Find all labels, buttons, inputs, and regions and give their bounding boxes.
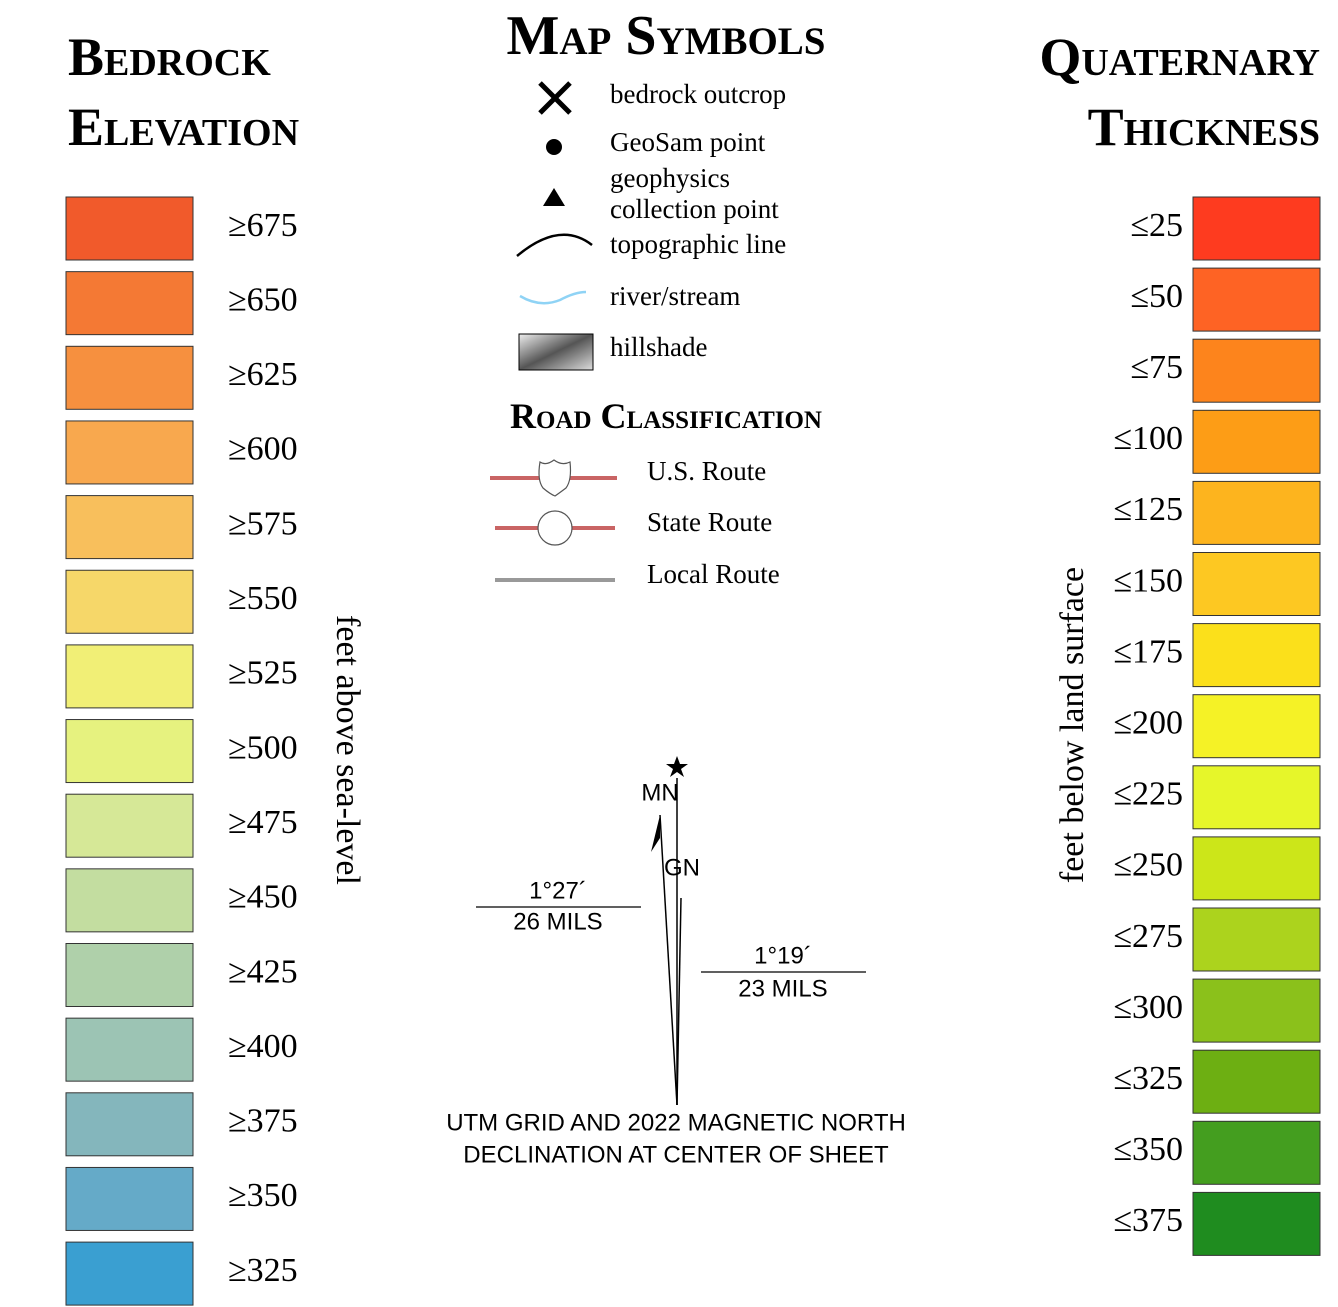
swatch-label: ≥400: [228, 1028, 298, 1065]
swatch-label: ≥350: [228, 1177, 298, 1214]
swatch-label: ≤250: [1113, 847, 1183, 884]
bedrock-unit: feet above sea-level: [329, 615, 366, 885]
symbols-title: Map Symbols: [506, 5, 825, 67]
bedrock-title: Bedrock: [68, 27, 271, 87]
swatch: [66, 944, 193, 1007]
swatch: [1193, 1121, 1320, 1184]
symbol-label: collection point: [610, 194, 779, 224]
swatch: [66, 1242, 193, 1305]
swatch-label: ≤25: [1130, 207, 1183, 244]
road-label: U.S. Route: [647, 456, 766, 486]
symbol-label: bedrock outcrop: [610, 79, 786, 109]
swatch: [1193, 339, 1320, 402]
swatch-label: ≥500: [228, 729, 298, 766]
swatch: [1193, 837, 1320, 900]
swatch-label: ≥575: [228, 505, 298, 542]
swatch: [1193, 197, 1320, 260]
swatch-label: ≤125: [1113, 491, 1183, 528]
swatch-label: ≥425: [228, 953, 298, 990]
swatch-label: ≤100: [1113, 420, 1183, 457]
angle-label: 1°19´: [754, 942, 812, 969]
swatch-label: ≥450: [228, 879, 298, 916]
swatch: [1193, 624, 1320, 687]
mils-label: 23 MILS: [738, 975, 827, 1002]
swatch-label: ≥325: [228, 1252, 298, 1289]
quaternary-title: Quaternary: [1039, 27, 1320, 87]
swatch-label: ≤225: [1113, 776, 1183, 813]
bedrock-title: Elevation: [68, 97, 299, 157]
swatch-label: ≥675: [228, 207, 298, 244]
swatch-label: ≥375: [228, 1103, 298, 1140]
swatch: [1193, 553, 1320, 616]
declination-caption: UTM GRID AND 2022 MAGNETIC NORTH: [446, 1109, 906, 1136]
symbol-label: hillshade: [610, 332, 707, 362]
declination-caption: DECLINATION AT CENTER OF SHEET: [463, 1141, 889, 1168]
swatch: [1193, 481, 1320, 544]
quaternary-unit: feet below land surface: [1054, 567, 1091, 883]
swatch-label: ≤175: [1113, 633, 1183, 670]
symbol-label: GeoSam point: [610, 127, 766, 157]
swatch: [1193, 979, 1320, 1042]
swatch-label: ≤325: [1113, 1060, 1183, 1097]
swatch-label: ≤75: [1130, 349, 1183, 386]
swatch: [66, 272, 193, 335]
gn-label: GN: [664, 854, 700, 881]
road-label: State Route: [647, 507, 772, 537]
swatch: [66, 1093, 193, 1156]
swatch-label: ≥650: [228, 281, 298, 318]
swatch-label: ≤350: [1113, 1131, 1183, 1168]
symbol-label: topographic line: [610, 229, 786, 259]
swatch: [1193, 268, 1320, 331]
swatch: [1193, 1192, 1320, 1255]
road-label: Local Route: [647, 559, 780, 589]
swatch: [1193, 908, 1320, 971]
swatch: [66, 421, 193, 484]
swatch-label: ≥475: [228, 804, 298, 841]
swatch-label: ≥550: [228, 580, 298, 617]
swatch-label: ≤275: [1113, 918, 1183, 955]
swatch-label: ≤50: [1130, 278, 1183, 315]
swatch-label: ≥625: [228, 356, 298, 393]
swatch: [1193, 766, 1320, 829]
swatch: [66, 496, 193, 559]
swatch: [66, 1167, 193, 1230]
quaternary-title: Thickness: [1088, 97, 1320, 157]
mils-label: 26 MILS: [513, 908, 602, 935]
swatch-label: ≤375: [1113, 1202, 1183, 1239]
road-icons: [490, 460, 617, 580]
roads-title: Road Classification: [510, 396, 822, 436]
swatch: [66, 570, 193, 633]
swatch: [1193, 695, 1320, 758]
angle-label: 1°27´: [529, 877, 587, 904]
swatch: [66, 197, 193, 260]
mn-label: MN: [641, 779, 678, 806]
swatch: [1193, 410, 1320, 473]
swatch-label: ≥525: [228, 655, 298, 692]
symbol-label: geophysics: [610, 163, 730, 193]
legend-page: Bedrock Elevation Quaternary Thickness f…: [0, 0, 1338, 1307]
swatch: [66, 794, 193, 857]
swatch: [66, 346, 193, 409]
swatch-label: ≤200: [1113, 704, 1183, 741]
swatch-label: ≤300: [1113, 989, 1183, 1026]
swatch-label: ≤150: [1113, 562, 1183, 599]
symbol-label: river/stream: [610, 281, 740, 311]
swatch: [66, 645, 193, 708]
swatch: [66, 720, 193, 783]
swatch: [66, 1018, 193, 1081]
swatch: [66, 869, 193, 932]
swatch-label: ≥600: [228, 431, 298, 468]
symbol-icons: [517, 83, 593, 370]
swatch: [1193, 1050, 1320, 1113]
